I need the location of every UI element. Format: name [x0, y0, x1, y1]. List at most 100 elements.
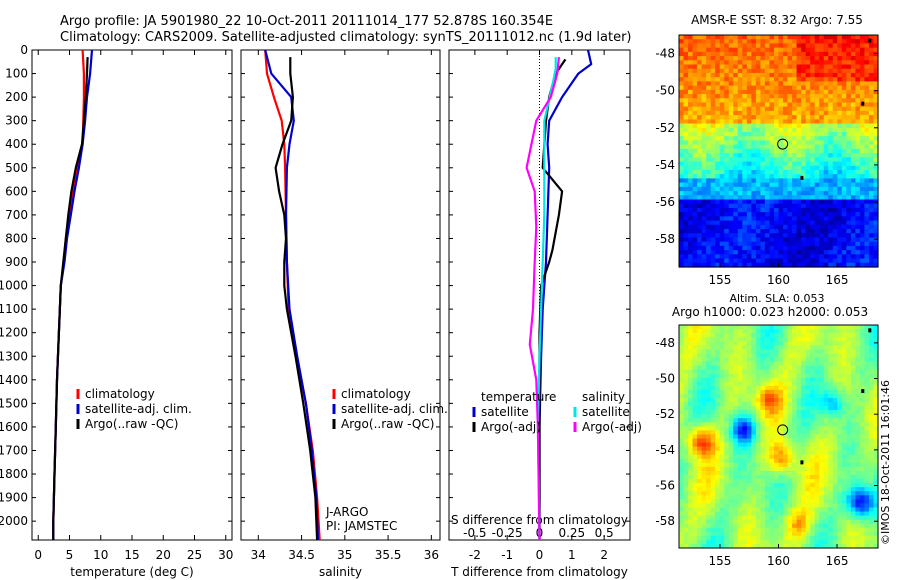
- map-cell: [810, 199, 816, 205]
- map-cell: [773, 140, 780, 146]
- map-cell: [688, 434, 694, 440]
- map-cell: [805, 127, 811, 133]
- map-cell: [755, 207, 762, 213]
- map-cell: [819, 127, 825, 133]
- map-cell: [755, 450, 762, 456]
- map-cell: [679, 224, 685, 230]
- map-cell: [746, 43, 752, 49]
- map-cell: [801, 127, 807, 133]
- map-cell: [688, 212, 694, 217]
- salinity-xtick-label: 34: [251, 548, 266, 562]
- map-cell: [701, 132, 707, 137]
- map-cell: [719, 81, 725, 87]
- map-cell: [828, 507, 834, 513]
- map-cell: [814, 385, 820, 391]
- map-cell: [737, 98, 743, 104]
- map-cell: [769, 241, 775, 247]
- map-cell: [832, 389, 838, 395]
- map-cell: [733, 450, 739, 456]
- map-cell: [764, 262, 771, 268]
- map-cell: [733, 51, 739, 57]
- map-cell: [787, 430, 793, 436]
- map-cell: [773, 515, 780, 521]
- map-cell: [710, 47, 716, 53]
- map-cell: [814, 199, 820, 205]
- map-cell: [787, 499, 793, 504]
- map-cell: [764, 51, 771, 57]
- map-cell: [828, 178, 834, 184]
- map-cell: [850, 491, 856, 496]
- map-cell: [728, 43, 734, 49]
- map-cell: [855, 47, 861, 53]
- map-cell: [737, 207, 743, 213]
- map-cell: [828, 475, 834, 480]
- map-cell: [796, 203, 802, 209]
- map-cell: [841, 325, 847, 330]
- map-cell: [814, 161, 820, 167]
- map-cell: [733, 191, 739, 196]
- map-cell: [697, 182, 703, 188]
- map-cell: [764, 499, 771, 504]
- map-cell: [683, 426, 689, 432]
- map-cell: [783, 47, 789, 53]
- map-cell: [819, 203, 825, 209]
- map-cell: [850, 233, 856, 239]
- map-cell: [737, 85, 743, 91]
- map-cell: [792, 385, 798, 391]
- map-cell: [850, 527, 856, 533]
- map-cell: [679, 495, 685, 500]
- map-cell: [828, 410, 834, 415]
- map-cell: [796, 220, 802, 226]
- map-cell: [728, 182, 734, 188]
- map-cell: [846, 381, 852, 387]
- map-cell: [837, 438, 843, 444]
- map-cell: [796, 165, 802, 171]
- map-cell: [814, 349, 820, 354]
- map-cell: [801, 381, 807, 387]
- map-cell: [764, 229, 771, 234]
- map-cell: [819, 365, 825, 371]
- map-cell: [823, 475, 829, 480]
- map-cell: [805, 81, 811, 87]
- map-cell: [837, 397, 843, 403]
- map-cell: [841, 199, 847, 205]
- map-cell: [710, 527, 716, 533]
- map-cell: [764, 220, 771, 226]
- map-cell: [724, 373, 730, 379]
- map-cell: [742, 262, 748, 268]
- map-cell: [737, 220, 743, 226]
- map-cell: [873, 337, 879, 342]
- map-cell: [692, 89, 698, 95]
- map-cell: [701, 454, 707, 460]
- map-cell: [859, 438, 866, 444]
- temperature-xtick-label: 30: [218, 548, 233, 562]
- map-cell: [873, 98, 879, 104]
- map-cell: [755, 102, 762, 108]
- map-cell: [710, 333, 716, 338]
- map-cell: [832, 203, 838, 209]
- map-cell: [801, 483, 807, 488]
- map-cell: [710, 450, 716, 456]
- map-cell: [751, 507, 757, 513]
- map-cell: [859, 144, 866, 150]
- map-cell: [688, 393, 694, 399]
- map-cell: [737, 345, 743, 350]
- map-cell: [755, 507, 762, 513]
- map-cell: [692, 438, 698, 444]
- map-cell: [728, 127, 734, 133]
- temperature-xtick-label: 15: [124, 548, 139, 562]
- map-cell: [787, 94, 793, 99]
- map-cell: [823, 418, 829, 423]
- map-cell: [728, 169, 734, 175]
- map-cell: [710, 458, 716, 464]
- map-cell: [859, 414, 866, 419]
- map-cell: [697, 102, 703, 108]
- map-cell: [697, 393, 703, 399]
- map-cell: [805, 35, 811, 40]
- map-cell: [819, 229, 825, 234]
- map-cell: [796, 212, 802, 217]
- map-cell: [737, 132, 743, 137]
- map-cell: [850, 237, 856, 243]
- map-cell: [746, 72, 752, 78]
- map-cell: [828, 446, 834, 452]
